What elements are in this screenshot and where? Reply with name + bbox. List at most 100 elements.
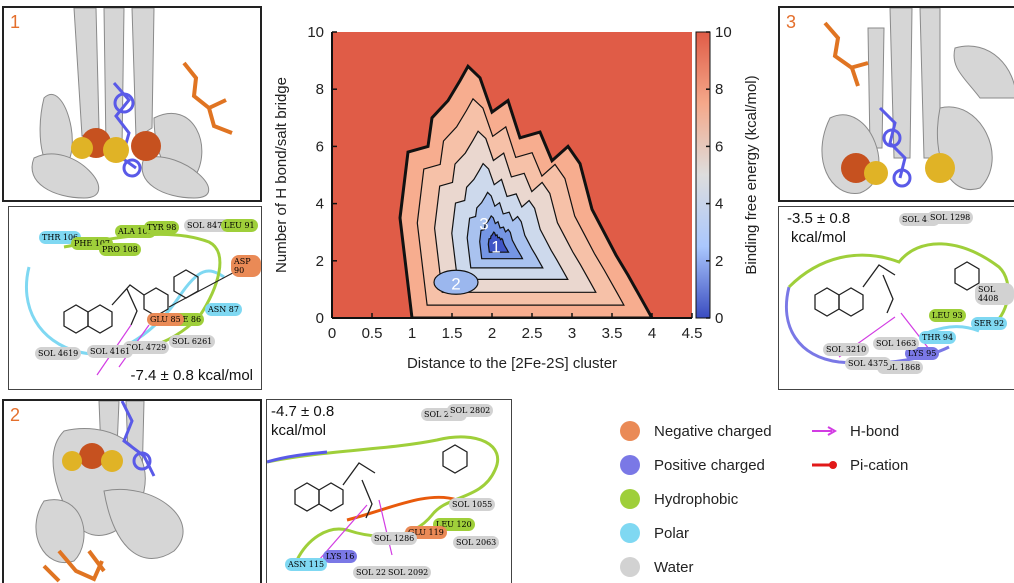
y-tick-label: 4	[316, 196, 324, 213]
residue-label: SOL 1298	[927, 211, 974, 224]
colorbar	[695, 31, 711, 319]
protein-ligand-render-2	[35, 401, 184, 583]
x-tick-label: 1	[408, 325, 416, 342]
residue-label: GLU 85	[147, 313, 184, 326]
colorbar-label: Binding free energy (kcal/mol)	[743, 75, 760, 274]
residue-label: SOL 1663	[873, 337, 920, 350]
legend-item-hydrophobic: Hydrophobic	[620, 487, 738, 511]
y-tick-label: 2	[316, 253, 324, 270]
pi-cation-line-icon	[812, 461, 837, 469]
y-tick-label: 0	[316, 310, 324, 327]
y-tick-label: 10	[307, 24, 324, 41]
legend-label: Negative charged	[654, 422, 772, 440]
residue-label: SOL 2092	[385, 566, 432, 579]
legend-label: Polar	[654, 524, 690, 542]
residue-label: SOL 8474	[184, 219, 231, 232]
legend-item-pication: Pi-cation	[812, 453, 908, 477]
colorbar-tick-label: 10	[715, 24, 732, 41]
x-tick-label: 0.5	[362, 325, 383, 342]
y-tick-label: 6	[316, 138, 324, 155]
residue-label: ASN 115	[285, 558, 328, 571]
residue-label: SOL 2063	[453, 536, 500, 549]
x-tick-label: 2.5	[522, 325, 543, 342]
legend-label: Pi-cation	[850, 456, 909, 474]
x-axis-label: Distance to the [2Fe-2S] cluster	[407, 355, 617, 372]
residue-label: LYS 95	[905, 347, 940, 360]
colorbar-tick-label: 6	[715, 138, 723, 155]
snapshot-panel-2: 2	[2, 399, 262, 583]
protein-ligand-render-1	[31, 8, 233, 199]
residue-label: TYR 98	[144, 221, 180, 234]
residue-label: SOL 4161	[87, 345, 134, 358]
residue-label: LEU 93	[929, 309, 966, 322]
polar-swatch	[620, 523, 640, 543]
legend-item-positive: Positive charged	[620, 453, 765, 477]
residue-label: SOL 1286	[371, 532, 418, 545]
binding-energy-3-unit: kcal/mol	[791, 229, 847, 246]
interaction-map-panel-1: THR 106 PHE 107 PRO 108 ALA 109 TYR 98 S…	[8, 206, 262, 390]
colorbar-tick-label: 8	[715, 81, 723, 98]
contour-level	[487, 231, 510, 253]
residue-label: SER 92	[971, 317, 1008, 330]
legend-label: H-bond	[850, 422, 900, 440]
residue-label: LYS 16	[323, 550, 358, 563]
binding-energy-3-value: -3.5 ± 0.8	[787, 210, 851, 227]
legend-item-polar: Polar	[620, 521, 689, 545]
snapshot-panel-3: 3	[778, 6, 1014, 202]
residue-label: ASP 90	[231, 255, 261, 277]
legend-item-hbond: H-bond	[812, 419, 899, 443]
x-tick-label: 4.5	[682, 325, 703, 342]
y-axis-label: Number of H bond/salt bridge	[273, 77, 290, 273]
x-tick-label: 4	[648, 325, 656, 342]
legend-item-water: Water	[620, 555, 693, 579]
x-tick-label: 3	[568, 325, 576, 342]
negative-charged-swatch	[620, 421, 640, 441]
x-tick-label: 2	[488, 325, 496, 342]
positive-charged-swatch	[620, 455, 640, 475]
water-swatch	[620, 557, 640, 577]
residue-label: SOL 1055	[449, 498, 496, 511]
legend-label: Positive charged	[654, 456, 765, 474]
binding-energy-2-value: -4.7 ± 0.8	[271, 403, 335, 420]
interaction-map-panel-3: -3.5 ± 0.8 kcal/mol SOL 466 SOL 1298 SOL…	[778, 206, 1014, 390]
legend-label: Hydrophobic	[654, 490, 739, 508]
minimum-label: 2	[451, 275, 460, 294]
colorbar-tick-label: 2	[715, 253, 723, 270]
legend-label: Water	[654, 558, 694, 576]
residue-label: THR 94	[919, 331, 957, 344]
x-tick-label: 3.5	[602, 325, 623, 342]
colorbar-tick-label: 0	[715, 310, 723, 327]
binding-energy-1: -7.4 ± 0.8 kcal/mol	[130, 367, 253, 384]
legend-item-negative: Negative charged	[620, 419, 772, 443]
residue-label: SOL 4375	[845, 357, 892, 370]
h-bond-arrow-icon	[812, 426, 838, 436]
interaction-map-panel-2: -4.7 ± 0.8 kcal/mol SOL 2678 SOL 2802 SO…	[266, 399, 512, 583]
residue-label: ASN 87	[205, 303, 242, 316]
residue-label: SOL 2802	[447, 404, 494, 417]
residue-label: PRO 108	[99, 243, 141, 256]
panel-number-1: 1	[10, 12, 21, 32]
binding-energy-2-unit: kcal/mol	[271, 422, 327, 439]
snapshot-panel-1: 1	[2, 6, 262, 202]
legend: Negative charged Positive charged Hydrop…	[620, 419, 1000, 581]
residue-label: SOL 4408	[975, 283, 1014, 305]
residue-label: SOL 3210	[823, 343, 870, 356]
panel-number-2: 2	[10, 405, 21, 425]
x-tick-label: 0	[328, 325, 336, 342]
y-tick-label: 8	[316, 81, 324, 98]
residue-label: SOL 4619	[35, 347, 82, 360]
colorbar-tick-label: 4	[715, 196, 723, 213]
hydrophobic-swatch	[620, 489, 640, 509]
basin-2	[433, 269, 479, 295]
residue-label: THR 106	[39, 231, 82, 244]
panel-number-3: 3	[786, 12, 797, 32]
minimum-label: 1	[491, 238, 500, 257]
residue-label: SOL 6261	[169, 335, 216, 348]
residue-label: LEU 91	[221, 219, 258, 232]
protein-ligand-render-3	[821, 8, 1014, 194]
minimum-label: 3	[479, 215, 488, 234]
x-tick-label: 1.5	[442, 325, 463, 342]
residue-label: SOL 4729	[123, 341, 170, 354]
